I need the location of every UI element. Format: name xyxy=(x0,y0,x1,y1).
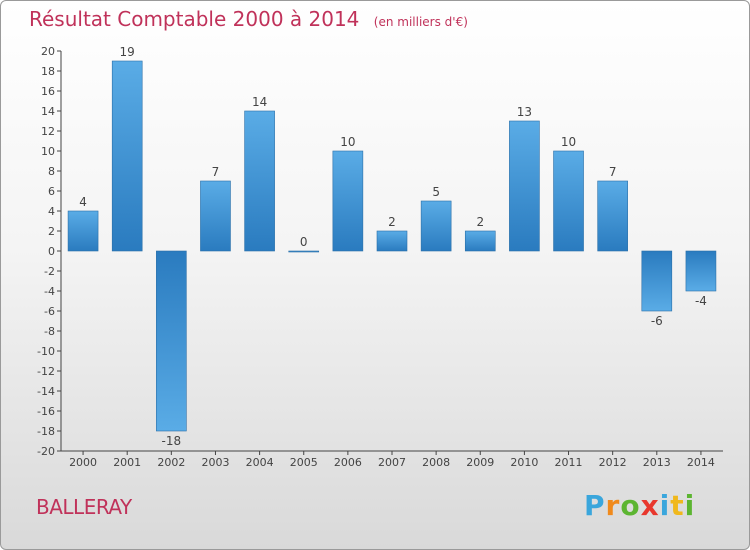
y-tick-label: -4 xyxy=(44,285,55,298)
bars xyxy=(67,60,717,432)
data-label-2003: 7 xyxy=(212,165,220,179)
data-label-2012: 7 xyxy=(609,165,617,179)
commune-name: BALLERAY xyxy=(36,495,132,519)
bar-2012 xyxy=(597,180,628,252)
logo-letter: t xyxy=(670,489,685,522)
bar-2001 xyxy=(111,60,143,252)
logo-letter: o xyxy=(620,489,641,522)
y-tick-label: -16 xyxy=(37,405,55,418)
bar-2000 xyxy=(67,210,99,252)
x-tick-label: 2009 xyxy=(466,456,494,469)
data-label-2011: 10 xyxy=(561,135,576,149)
bar-2004 xyxy=(244,110,275,252)
x-tick-label: 2003 xyxy=(201,456,229,469)
bar-2008 xyxy=(420,200,452,252)
x-tick-label: 2010 xyxy=(510,456,538,469)
y-tick-label: 20 xyxy=(41,45,55,58)
data-label-2004: 14 xyxy=(252,95,267,109)
y-tick-label: -18 xyxy=(37,425,55,438)
data-label-2005: 0 xyxy=(300,235,308,249)
bar-2009 xyxy=(464,230,496,252)
y-tick-label: 0 xyxy=(48,245,55,258)
chart-title: Résultat Comptable 2000 à 2014 (en milli… xyxy=(29,7,468,31)
y-tick-label: 12 xyxy=(41,125,55,138)
x-axis: 2000 2001 2002 2003 2004 2005 2006 2007 2008 2009… xyxy=(61,450,723,469)
y-tick-label: 4 xyxy=(48,205,55,218)
y-tick-label: -10 xyxy=(37,345,55,358)
y-tick-label: -8 xyxy=(44,325,55,338)
bar-2002 xyxy=(156,250,187,432)
bar-2013 xyxy=(641,250,673,312)
y-axis: 20181614121086420-2-4-6-8-10-12-14-16-18… xyxy=(37,45,62,458)
y-tick-label: -20 xyxy=(37,445,55,458)
data-labels: 4 19 -18 7 14 0 10 2 5 2 13 10 7 -6 -4 xyxy=(79,45,707,448)
y-tick-label: 14 xyxy=(41,105,55,118)
bar-2003 xyxy=(200,180,231,252)
data-label-2006: 10 xyxy=(340,135,355,149)
data-label-2010: 13 xyxy=(517,105,532,119)
bar-2010 xyxy=(509,120,540,252)
x-tick-label: 2014 xyxy=(687,456,715,469)
x-tick-label: 2001 xyxy=(113,456,141,469)
logo-letter: i xyxy=(659,489,671,522)
x-tick-label: 2006 xyxy=(334,456,362,469)
x-tick-label: 2012 xyxy=(599,456,627,469)
x-tick-label: 2005 xyxy=(290,456,318,469)
x-tick-label: 2011 xyxy=(555,456,583,469)
x-tick-label: 2000 xyxy=(69,456,97,469)
bar-2011 xyxy=(553,150,584,252)
y-tick-label: 6 xyxy=(48,185,55,198)
chart-title-unit: (en milliers d'€) xyxy=(373,15,468,29)
x-tick-label: 2013 xyxy=(643,456,671,469)
x-tick-label: 2004 xyxy=(246,456,274,469)
y-tick-label: 18 xyxy=(41,65,55,78)
data-label-2009: 2 xyxy=(476,215,484,229)
y-tick-label: -12 xyxy=(37,365,55,378)
data-label-2013: -6 xyxy=(651,314,663,328)
y-tick-label: -6 xyxy=(44,305,55,318)
y-tick-label: 16 xyxy=(41,85,55,98)
logo-letter: x xyxy=(640,489,660,522)
chart-title-main: Résultat Comptable 2000 à 2014 xyxy=(29,7,360,31)
bar-2014 xyxy=(685,250,717,292)
data-label-2001: 19 xyxy=(120,45,135,59)
bar-2007 xyxy=(376,230,408,252)
data-label-2008: 5 xyxy=(432,185,440,199)
y-tick-label: -2 xyxy=(44,265,55,278)
x-tick-label: 2002 xyxy=(157,456,185,469)
proxiti-logo[interactable]: Proxiti xyxy=(584,489,695,522)
data-label-2002: -18 xyxy=(162,434,182,448)
x-tick-label: 2007 xyxy=(378,456,406,469)
logo-letter: r xyxy=(605,489,621,522)
y-tick-label: 8 xyxy=(48,165,55,178)
bar-2005 xyxy=(288,250,320,253)
logo-letter: P xyxy=(584,489,606,522)
bar-2006 xyxy=(332,150,364,252)
data-label-2014: -4 xyxy=(695,294,707,308)
data-label-2007: 2 xyxy=(388,215,396,229)
y-tick-label: 10 xyxy=(41,145,55,158)
logo-letter: i xyxy=(684,489,696,522)
x-tick-label: 2008 xyxy=(422,456,450,469)
y-tick-label: -14 xyxy=(37,385,55,398)
y-tick-label: 2 xyxy=(48,225,55,238)
data-label-2000: 4 xyxy=(79,195,87,209)
